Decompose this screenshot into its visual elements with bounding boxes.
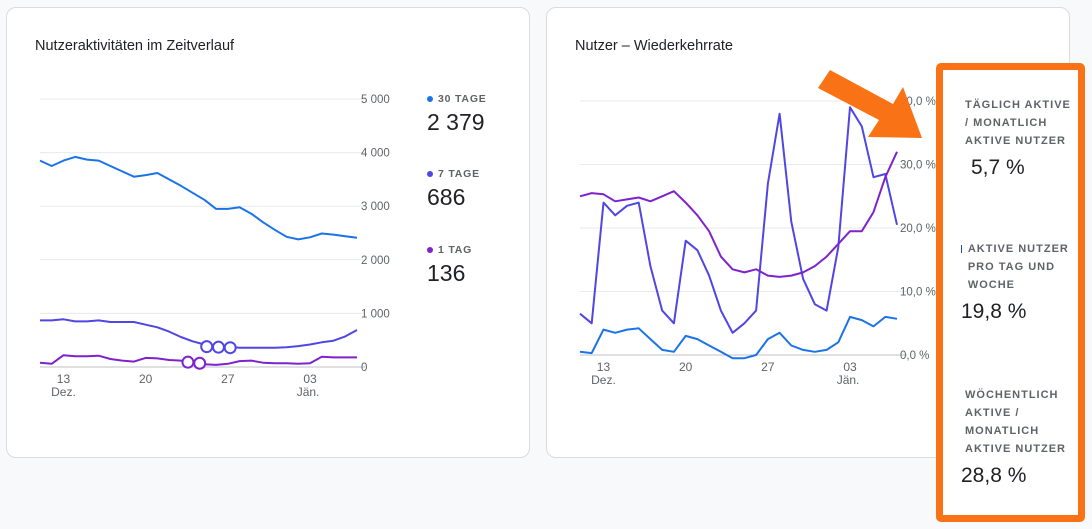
series-line: [40, 318, 358, 349]
y-tick-label: 3 000: [361, 201, 390, 213]
legend-value-7-tage: 686: [427, 184, 466, 210]
stat-wau-mau: WÖCHENTLICH AKTIVE / MONATLICH AKTIVE NU…: [961, 386, 1075, 488]
x-month-label: Jän.: [297, 385, 320, 399]
x-tick-label: 13: [597, 360, 611, 374]
series-line: [579, 106, 898, 334]
activity-card-title: Nutzeraktivitäten im Zeitverlauf: [35, 38, 235, 54]
legend-value-1-tag: 136: [427, 260, 466, 286]
y-tick-label: 0: [361, 362, 367, 374]
stat-value-dau-mau: 5,7 %: [971, 156, 1025, 179]
y-tick-label: 5 000: [361, 94, 390, 106]
activity-card: Nutzeraktivitäten im Zeitverlauf 5 000 4 …: [6, 7, 530, 458]
stat-dau-wau: AKTIVE NUTZER PRO TAG UND WOCHE 19,8 %: [961, 240, 1071, 324]
y-tick-label: 20,0 %: [900, 223, 936, 235]
y-tick-label: 2 000: [361, 255, 390, 267]
stat-value-dau-wau: 19,8 %: [961, 300, 1027, 323]
x-month-label: Dez.: [591, 373, 616, 387]
x-month-label: Jän.: [837, 373, 860, 387]
x-month-label: Dez.: [51, 385, 76, 399]
y-tick-label: 40,0 %: [900, 96, 936, 108]
legend-item-30-tage[interactable]: 30 TAGE 2 379: [427, 93, 487, 136]
x-tick-label: 03: [303, 372, 317, 386]
series-line: [579, 151, 898, 278]
retention-stats-highlight: TÄGLICH AKTIVE / MONATLICH AKTIVE NUTZER…: [936, 63, 1085, 522]
annotation-marker-icon: [211, 340, 225, 354]
stat-label-wau-mau: WÖCHENTLICH AKTIVE / MONATLICH AKTIVE NU…: [965, 389, 1066, 455]
dot-1-tag-icon: [427, 247, 433, 253]
activity-chart: 5 000 4 000 3 000 2 000 1 000 0 13 20 27 03 Dez. Jä…: [39, 94, 390, 399]
y-tick-label: 10,0 %: [900, 287, 936, 299]
annotation-marker-icon: [193, 356, 207, 370]
series-line: [39, 155, 358, 241]
dot-7-tage-icon: [427, 171, 433, 177]
x-tick-label: 27: [221, 372, 235, 386]
legend-item-7-tage[interactable]: 7 TAGE 686: [427, 168, 480, 211]
y-tick-label: 0,0 %: [900, 350, 929, 362]
annotation-marker-icon: [223, 341, 237, 355]
stat-label-dau-wau: AKTIVE NUTZER PRO TAG UND WOCHE: [967, 243, 1069, 291]
x-tick-label: 13: [57, 372, 71, 386]
x-tick-label: 20: [139, 372, 153, 386]
dot-30-tage-icon: [427, 96, 433, 102]
x-tick-label: 20: [679, 360, 693, 374]
y-tick-label: 4 000: [361, 148, 390, 160]
legend-label-7-tage: 7 TAGE: [438, 168, 480, 180]
stat-label-dau-mau: TÄGLICH AKTIVE / MONATLICH AKTIVE NUTZER: [965, 99, 1071, 147]
annotation-marker-icon: [200, 340, 214, 354]
y-tick-label: 30,0 %: [900, 160, 936, 172]
legend-value-30-tage: 2 379: [427, 109, 485, 135]
retention-card-title: Nutzer – Wiederkehrrate: [575, 38, 733, 54]
stat-dau-mau: TÄGLICH AKTIVE / MONATLICH AKTIVE NUTZER…: [965, 96, 1075, 180]
x-tick-label: 03: [843, 360, 857, 374]
y-tick-label: 1 000: [361, 308, 390, 320]
legend-label-1-tag: 1 TAG: [438, 244, 473, 256]
series-line: [579, 315, 898, 360]
annotation-marker-icon: [181, 355, 195, 369]
x-tick-label: 27: [761, 360, 775, 374]
legend-label-30-tage: 30 TAGE: [438, 93, 487, 105]
stat-value-wau-mau: 28,8 %: [961, 464, 1027, 487]
series-marker-icon: [961, 245, 962, 253]
legend-item-1-tag[interactable]: 1 TAG 136: [427, 244, 472, 287]
